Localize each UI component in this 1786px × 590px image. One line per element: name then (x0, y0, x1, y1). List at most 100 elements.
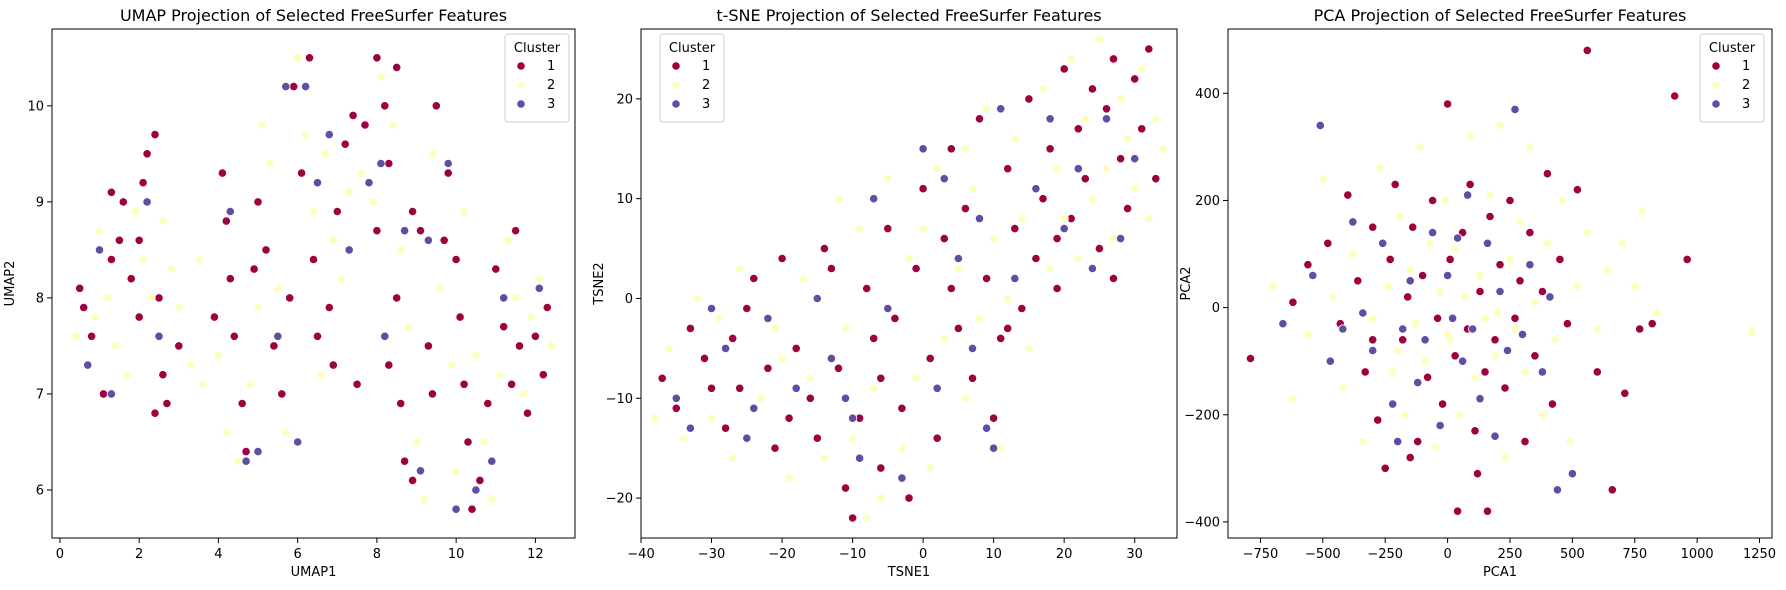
scatter-point-cluster-3 (1087, 263, 1098, 274)
scatter-point-cluster-3 (312, 178, 323, 188)
scatter-point-cluster-2 (1052, 164, 1062, 174)
scatter-point-cluster-1 (499, 322, 509, 332)
y-tick-label: 20 (616, 92, 633, 107)
scatter-points (71, 53, 556, 514)
scatter-point-cluster-3 (1348, 217, 1358, 227)
chart-title: UMAP Projection of Selected FreeSurfer F… (120, 6, 507, 25)
scatter-point-cluster-2 (1268, 281, 1278, 291)
scatter-point-cluster-1 (1537, 286, 1548, 297)
x-axis-label: UMAP1 (291, 565, 337, 580)
scatter-point-cluster-1 (911, 263, 921, 274)
scatter-point-cluster-1 (1607, 485, 1617, 495)
scatter-point-cluster-1 (308, 254, 319, 265)
scatter-point-cluster-3 (763, 313, 773, 323)
scatter-point-cluster-1 (1482, 506, 1493, 516)
x-axis-label: PCA1 (1483, 565, 1517, 580)
scatter-point-cluster-1 (1555, 254, 1565, 264)
scatter-point-cluster-1 (826, 263, 837, 274)
scatter-point-cluster-3 (154, 331, 164, 341)
scatter-points (1245, 45, 1757, 516)
scatter-point-cluster-3 (1517, 329, 1528, 339)
scatter-point-cluster-2 (213, 350, 223, 361)
scatter-point-cluster-3 (939, 174, 949, 184)
scatter-point-cluster-3 (415, 466, 426, 476)
scatter-point-cluster-1 (384, 360, 394, 370)
scatter-point-cluster-1 (981, 273, 992, 284)
scatter-point-cluster-1 (372, 226, 382, 236)
scatter-point-cluster-2 (1101, 164, 1112, 174)
scatter-point-cluster-2 (1087, 194, 1098, 204)
legend-marker-1 (671, 61, 681, 71)
scatter-point-cluster-3 (1537, 367, 1548, 377)
scatter-point-cluster-2 (1375, 163, 1385, 173)
scatter-point-cluster-3 (1552, 485, 1563, 495)
scatter-point-cluster-2 (518, 389, 529, 399)
scatter-point-cluster-2 (854, 224, 865, 234)
y-tick-label: −400 (1184, 515, 1220, 530)
plot-frame (640, 28, 1178, 539)
scatter-point-cluster-3 (1398, 324, 1408, 334)
scatter-point-cluster-2 (1038, 84, 1048, 94)
scatter-point-cluster-1 (876, 463, 886, 473)
scatter-point-cluster-2 (1059, 214, 1069, 224)
scatter-point-cluster-1 (1385, 254, 1395, 264)
scatter-point-cluster-3 (1405, 276, 1415, 286)
scatter-point-cluster-1 (1408, 222, 1418, 232)
scatter-point-cluster-2 (138, 254, 148, 265)
scatter-point-cluster-2 (960, 144, 971, 154)
scatter-point-cluster-3 (1463, 190, 1473, 200)
y-tick-label: −10 (606, 392, 633, 407)
scatter-point-cluster-2 (122, 370, 132, 380)
legend-marker-2 (671, 80, 681, 90)
scatter-point-cluster-2 (862, 513, 872, 523)
scatter-point-cluster-2 (1652, 308, 1662, 318)
scatter-point-cluster-1 (1368, 222, 1378, 232)
scatter-point-cluster-1 (126, 274, 136, 284)
scatter-point-cluster-1 (974, 114, 985, 124)
scatter-point-cluster-1 (946, 144, 956, 154)
scatter-point-cluster-1 (770, 443, 780, 453)
scatter-point-cluster-2 (1572, 281, 1583, 291)
x-tick-label: 10 (985, 547, 1002, 562)
legend-label-2: 2 (1742, 78, 1750, 93)
scatter-point-cluster-1 (289, 82, 299, 92)
scatter-point-cluster-2 (1358, 436, 1368, 447)
legend-title: Cluster (669, 41, 716, 56)
scatter-point-cluster-2 (328, 235, 338, 245)
scatter-point-cluster-1 (451, 254, 461, 265)
scatter-point-cluster-1 (106, 187, 117, 197)
y-tick-label: −200 (1184, 408, 1220, 423)
scatter-point-cluster-3 (847, 413, 858, 423)
scatter-point-cluster-2 (974, 313, 985, 323)
scatter-point-cluster-1 (142, 149, 152, 159)
scatter-point-cluster-1 (1073, 124, 1083, 134)
scatter-point-cluster-1 (1094, 244, 1105, 254)
scatter-point-cluster-3 (981, 423, 992, 433)
legend-label-3: 3 (1742, 97, 1750, 112)
scatter-point-cluster-1 (1465, 179, 1475, 189)
scatter-point-cluster-2 (1393, 345, 1403, 356)
scatter-point-cluster-3 (791, 383, 801, 393)
scatter-point-cluster-2 (847, 433, 858, 443)
scatter-point-cluster-2 (1420, 356, 1430, 366)
scatter-point-cluster-1 (657, 373, 667, 383)
scatter-point-cluster-3 (399, 226, 410, 236)
scatter-point-cluster-2 (447, 360, 457, 370)
scatter-point-cluster-3 (685, 423, 696, 433)
scatter-point-cluster-1 (1472, 469, 1483, 479)
scatter-point-cluster-3 (1525, 260, 1535, 270)
scatter-point-cluster-1 (138, 178, 148, 188)
scatter-point-cluster-3 (749, 403, 759, 413)
scatter-point-cluster-2 (1388, 367, 1398, 377)
scatter-point-cluster-2 (833, 194, 844, 204)
scatter-point-cluster-2 (1010, 134, 1020, 144)
scatter-point-cluster-1 (1510, 313, 1520, 323)
scatter-point-cluster-2 (904, 253, 914, 264)
scatter-point-cluster-1 (542, 302, 552, 313)
scatter-point-cluster-1 (1080, 174, 1090, 184)
scatter-point-cluster-3 (974, 214, 985, 224)
scatter-point-cluster-3 (106, 389, 117, 399)
scatter-point-cluster-1 (1353, 276, 1363, 286)
scatter-point-cluster-2 (1630, 281, 1640, 291)
